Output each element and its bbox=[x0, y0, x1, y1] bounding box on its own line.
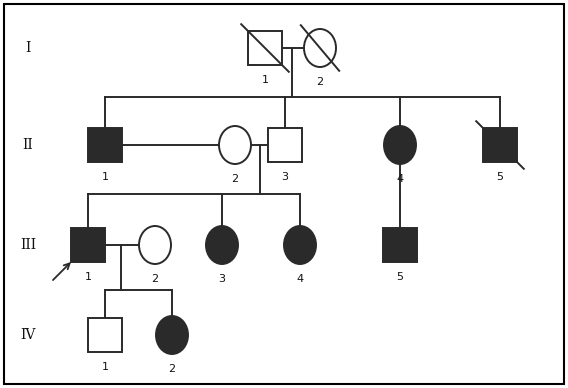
Text: 1: 1 bbox=[261, 75, 269, 85]
Text: 3: 3 bbox=[219, 274, 225, 284]
Text: II: II bbox=[23, 138, 34, 152]
Text: 5: 5 bbox=[496, 172, 503, 182]
Text: 1: 1 bbox=[102, 172, 108, 182]
Text: 2: 2 bbox=[169, 364, 176, 374]
Bar bbox=[268, 128, 302, 162]
Bar bbox=[248, 31, 282, 65]
Text: 3: 3 bbox=[282, 172, 289, 182]
Ellipse shape bbox=[284, 226, 316, 264]
Ellipse shape bbox=[219, 126, 251, 164]
Text: III: III bbox=[20, 238, 36, 252]
Text: I: I bbox=[26, 41, 31, 55]
Text: 5: 5 bbox=[396, 272, 403, 282]
Ellipse shape bbox=[139, 226, 171, 264]
Text: 2: 2 bbox=[152, 274, 158, 284]
Bar bbox=[71, 228, 105, 262]
Ellipse shape bbox=[384, 126, 416, 164]
Ellipse shape bbox=[156, 316, 188, 354]
Text: IV: IV bbox=[20, 328, 36, 342]
Bar bbox=[383, 228, 417, 262]
Ellipse shape bbox=[206, 226, 238, 264]
Text: 4: 4 bbox=[396, 174, 403, 184]
Text: 2: 2 bbox=[316, 77, 324, 87]
Bar bbox=[88, 128, 122, 162]
Text: 1: 1 bbox=[102, 362, 108, 372]
Ellipse shape bbox=[304, 29, 336, 67]
Bar bbox=[483, 128, 517, 162]
Text: 2: 2 bbox=[231, 174, 239, 184]
Bar bbox=[88, 318, 122, 352]
Text: 4: 4 bbox=[296, 274, 303, 284]
Text: 1: 1 bbox=[85, 272, 91, 282]
